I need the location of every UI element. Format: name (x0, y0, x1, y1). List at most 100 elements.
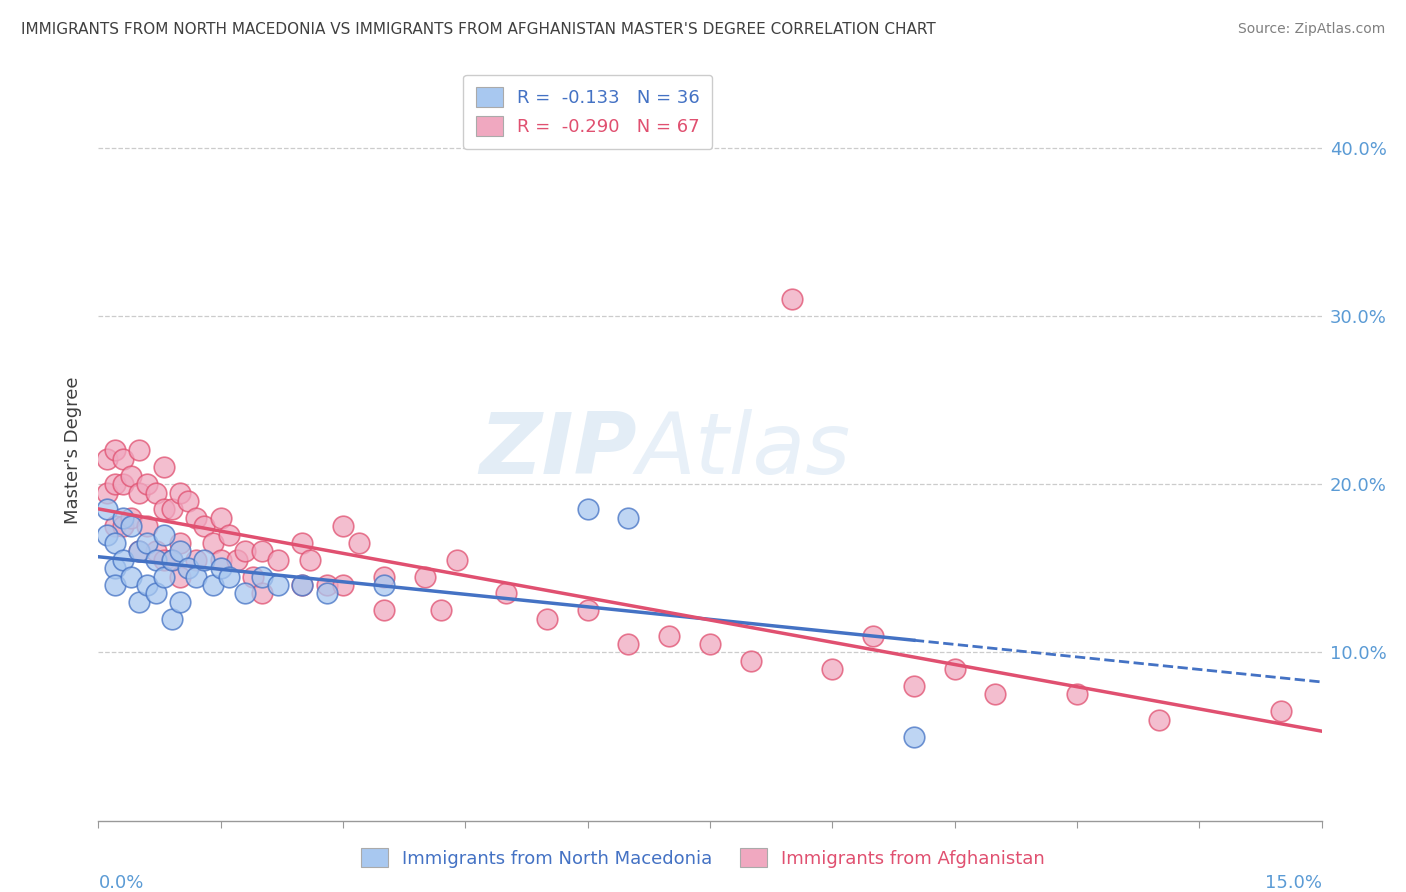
Point (218, 527, 240, 541)
Point (821, 662, 844, 676)
Point (120, 468, 142, 483)
Point (169, 569, 191, 583)
Point (430, 603, 453, 617)
Point (186, 553, 208, 567)
Point (152, 553, 174, 567)
Point (104, 561, 127, 575)
Point (299, 553, 322, 567)
Text: IMMIGRANTS FROM NORTH MACEDONIA VS IMMIGRANTS FROM AFGHANISTAN MASTER'S DEGREE C: IMMIGRANTS FROM NORTH MACEDONIA VS IMMIG… (21, 22, 936, 37)
Point (128, 544, 150, 558)
Point (1270, 704, 1292, 718)
Point (160, 502, 183, 516)
Point (740, 654, 762, 668)
Legend: Immigrants from North Macedonia, Immigrants from Afghanistan: Immigrants from North Macedonia, Immigra… (350, 837, 1056, 879)
Point (169, 485, 191, 500)
Point (111, 451, 134, 466)
Point (128, 485, 150, 500)
Point (862, 628, 884, 642)
Point (349, 536, 371, 550)
Point (413, 569, 436, 583)
Point (177, 561, 200, 575)
Point (903, 730, 925, 744)
Point (145, 553, 167, 567)
Point (1147, 713, 1170, 727)
Point (446, 553, 468, 567)
Point (160, 553, 183, 567)
Point (1066, 688, 1088, 702)
Point (291, 578, 314, 592)
Point (152, 502, 174, 516)
Point (111, 477, 134, 491)
Point (250, 569, 273, 583)
Point (780, 292, 803, 306)
Point (576, 603, 599, 617)
Point (136, 578, 159, 592)
Legend: R =  -0.133   N = 36, R =  -0.290   N = 67: R = -0.133 N = 36, R = -0.290 N = 67 (463, 75, 713, 149)
Point (576, 502, 599, 516)
Point (160, 612, 183, 626)
Point (250, 544, 273, 558)
Point (177, 494, 200, 508)
Point (120, 519, 142, 533)
Point (120, 510, 142, 524)
Point (104, 443, 127, 458)
Point (169, 544, 191, 558)
Point (186, 510, 208, 524)
Point (145, 586, 167, 600)
Point (201, 578, 224, 592)
Point (111, 510, 134, 524)
Point (943, 662, 966, 676)
Point (267, 553, 290, 567)
Point (218, 569, 240, 583)
Point (233, 544, 256, 558)
Text: 0.0%: 0.0% (98, 874, 143, 892)
Point (373, 578, 395, 592)
Point (136, 519, 159, 533)
Point (111, 519, 134, 533)
Point (104, 477, 127, 491)
Point (903, 679, 925, 693)
Point (315, 578, 337, 592)
Point (495, 586, 517, 600)
Point (96, 502, 118, 516)
Point (128, 544, 150, 558)
Point (226, 553, 249, 567)
Point (267, 578, 290, 592)
Point (128, 443, 150, 458)
Point (136, 536, 159, 550)
Point (201, 536, 224, 550)
Point (152, 569, 174, 583)
Point (145, 544, 167, 558)
Point (291, 536, 314, 550)
Point (120, 569, 142, 583)
Point (96, 485, 118, 500)
Point (617, 637, 640, 651)
Point (136, 477, 159, 491)
Point (233, 586, 256, 600)
Point (209, 510, 232, 524)
Point (128, 595, 150, 609)
Point (209, 553, 232, 567)
Point (291, 578, 314, 592)
Point (104, 519, 127, 533)
Y-axis label: Master's Degree: Master's Degree (63, 376, 82, 524)
Point (242, 569, 264, 583)
Text: Source: ZipAtlas.com: Source: ZipAtlas.com (1237, 22, 1385, 37)
Point (332, 519, 354, 533)
Point (617, 510, 640, 524)
Point (658, 628, 681, 642)
Point (250, 586, 273, 600)
Point (104, 578, 127, 592)
Point (111, 553, 134, 567)
Point (315, 586, 337, 600)
Point (96, 451, 118, 466)
Point (160, 553, 183, 567)
Point (145, 485, 167, 500)
Point (169, 595, 191, 609)
Point (209, 561, 232, 575)
Point (193, 553, 215, 567)
Point (169, 536, 191, 550)
Point (373, 569, 395, 583)
Point (536, 612, 558, 626)
Point (332, 578, 354, 592)
